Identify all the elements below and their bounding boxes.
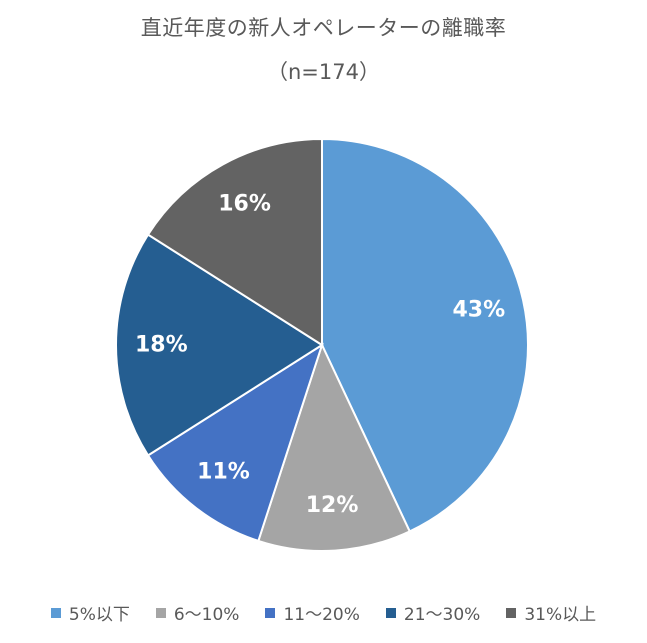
legend-item-4: 21～30% bbox=[385, 600, 481, 625]
legend-item-3: 11～20% bbox=[265, 600, 360, 625]
legend-item-5: 31%以上 bbox=[506, 600, 596, 625]
legend-item-1: 5%以下 bbox=[50, 600, 130, 625]
data-label-1: 43% bbox=[452, 297, 505, 322]
data-label-4: 18% bbox=[135, 333, 188, 358]
pie-slice-3 bbox=[146, 342, 324, 543]
pie-slice-5 bbox=[146, 137, 323, 347]
chart-subtitle: （n=174） bbox=[267, 60, 380, 84]
legend-label: 11～20% bbox=[283, 605, 360, 625]
legend-swatch bbox=[265, 607, 276, 618]
chart-legend: 5%以下 6～10% 11～20% 21～30% 31%以上 bbox=[0, 600, 647, 625]
pie-slice-2 bbox=[257, 342, 412, 552]
legend-label: 31%以上 bbox=[524, 605, 597, 625]
legend-label: 5%以下 bbox=[68, 605, 130, 625]
legend-label: 6～10% bbox=[173, 605, 240, 625]
legend-item-2: 6～10% bbox=[155, 600, 240, 625]
legend-swatch bbox=[155, 607, 166, 618]
legend-swatch bbox=[385, 607, 396, 618]
legend-swatch bbox=[50, 607, 61, 618]
legend-label: 21～30% bbox=[403, 605, 481, 625]
data-label-2: 12% bbox=[306, 493, 359, 518]
pie-chart: 43% 12% 11% 18% 16% bbox=[115, 137, 529, 552]
pie-slice-1 bbox=[321, 137, 529, 533]
pie-slice-4 bbox=[115, 233, 324, 457]
data-label-3: 11% bbox=[197, 459, 250, 484]
chart-title: 直近年度の新人オペレーターの離職率 bbox=[140, 16, 507, 40]
legend-swatch bbox=[506, 607, 517, 618]
data-label-5: 16% bbox=[218, 192, 271, 217]
